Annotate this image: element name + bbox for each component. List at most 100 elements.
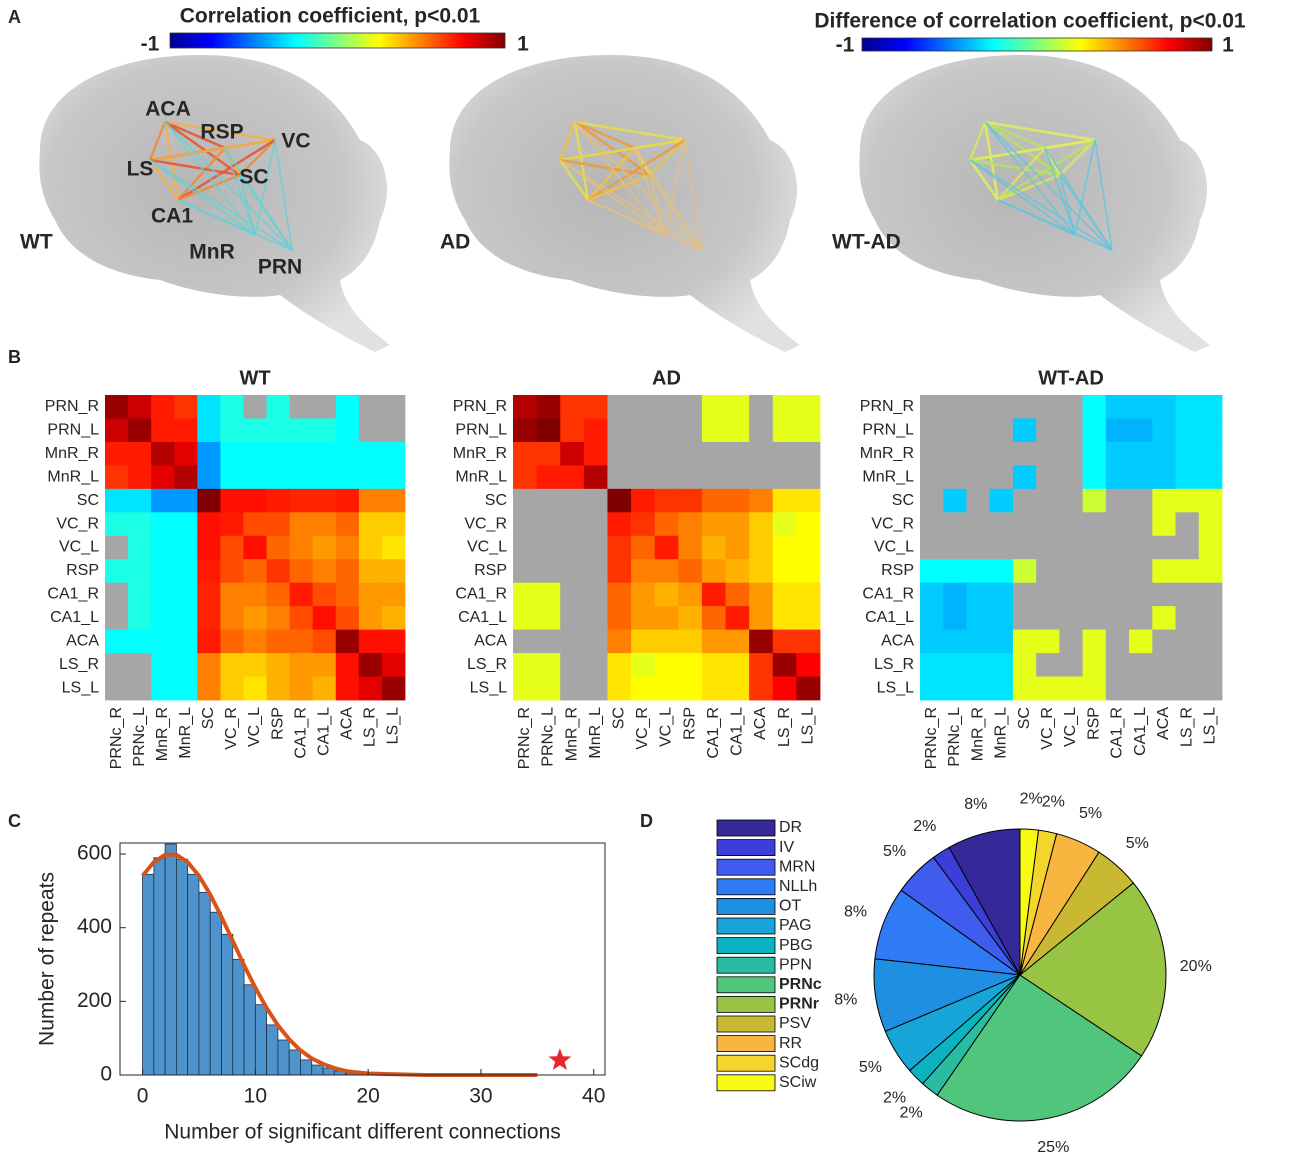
heatmap-cell [243, 488, 267, 513]
nan-cell [1198, 606, 1223, 631]
x-tick-label: MnR_L [587, 707, 604, 759]
heatmap-cell [607, 629, 632, 654]
heatmap-cell [536, 606, 561, 631]
network-edge [164, 120, 226, 150]
y-tick-label: VC_L [467, 539, 507, 556]
heatmap-cell [312, 418, 337, 443]
network-edge [559, 138, 686, 162]
network-edge [574, 120, 651, 177]
nan-cell [583, 629, 608, 654]
heatmap-cell [701, 629, 726, 654]
x-tick-label: LS_R [1178, 707, 1195, 747]
heatmap-cell [796, 488, 821, 513]
heatmap-cell [749, 488, 774, 513]
nan-cell [1152, 676, 1176, 701]
nan-cell [243, 395, 267, 419]
y-tick-label: SC [485, 492, 507, 509]
heatmap-cell [966, 606, 991, 631]
heatmap-cell [197, 418, 221, 443]
network-edge [983, 121, 1000, 201]
nan-cell [1012, 535, 1037, 560]
network-edge [573, 121, 590, 201]
heatmap-cell [289, 559, 314, 584]
heatmap-cell [220, 582, 244, 607]
heatmap-cell [772, 395, 797, 419]
heatmap-cell [513, 676, 538, 701]
heatmap-cell [174, 653, 198, 677]
nan-cell [583, 512, 608, 537]
network-edge [587, 173, 651, 202]
x-axis-label: Number of significant different connecti… [164, 1121, 561, 1144]
heatmap-cell [335, 488, 360, 513]
nan-cell [560, 606, 585, 631]
heatmap-cell [1175, 418, 1200, 443]
heatmap-cell [266, 629, 291, 654]
heatmap-cell [289, 465, 314, 490]
heatmap-cell [174, 441, 198, 466]
heatmap-cell [772, 676, 797, 701]
network-edge [149, 159, 256, 236]
legend-swatch [716, 1015, 776, 1033]
heatmap-cell [197, 441, 221, 466]
x-tick-label: VC_R [223, 707, 240, 750]
heatmap-cell [583, 395, 608, 419]
y-tick-label: MnR_R [453, 445, 507, 462]
heatmap-cell [174, 582, 198, 607]
heatmap-cell [312, 582, 337, 607]
legend-swatch [716, 839, 776, 856]
x-tick-label: CA1_L [315, 707, 332, 756]
heatmap-cell [381, 629, 406, 654]
heatmap-cell [1129, 465, 1153, 490]
heatmap-cell [289, 653, 314, 677]
nan-cell [1012, 488, 1037, 513]
heatmap-cell [312, 653, 337, 677]
heatmap-cell [772, 512, 797, 537]
nan-cell [1175, 653, 1200, 677]
nan-cell [105, 535, 129, 560]
legend-swatch [716, 937, 776, 954]
nan-cell [701, 441, 726, 466]
y-tick-label: PRN_L [455, 421, 507, 438]
nan-cell [1036, 465, 1060, 490]
heatmap-cell [772, 582, 797, 607]
nan-cell [725, 441, 750, 466]
heatmap-cell [989, 629, 1014, 654]
nan-cell [1198, 629, 1223, 654]
x-tick-label: MnR_L [993, 707, 1010, 759]
pie-label: 2% [883, 1090, 906, 1107]
heatmap-cell [243, 606, 267, 631]
network-edge [968, 121, 987, 161]
heatmap-cell [105, 465, 129, 490]
nan-cell [1105, 512, 1130, 537]
network-edge [274, 139, 293, 251]
network-edge [224, 147, 256, 236]
heatmap-cell [151, 582, 175, 607]
nan-cell [583, 559, 608, 584]
heatmap-cell [289, 582, 314, 607]
heatmap-cell [772, 606, 797, 631]
heatmap-cell [701, 418, 726, 443]
nan-cell [772, 441, 797, 466]
nan-cell [513, 488, 538, 513]
y-tick-label: MnR_R [45, 445, 99, 462]
y-tick-label: LS_L [62, 679, 99, 696]
heatmap-cell [1012, 559, 1037, 584]
y-axis-label: Number of repeats [36, 872, 59, 1046]
histogram-bar [277, 1039, 290, 1076]
heatmap-cell [796, 606, 821, 631]
pie-label: 8% [964, 796, 987, 813]
heatmap-cell [289, 535, 314, 560]
heatmap-cell [358, 441, 383, 466]
nan-cell [1036, 653, 1060, 677]
heatmap-cell [174, 488, 198, 513]
network-edge [164, 120, 276, 142]
y-tick-label: VC_R [464, 515, 507, 532]
nan-cell [583, 676, 608, 701]
heatmap-cell [312, 606, 337, 631]
heatmap-cell [289, 606, 314, 631]
network-edge [969, 138, 1096, 162]
heatmap-cell [725, 606, 750, 631]
colorbar-tick-label: 1 [1222, 34, 1234, 57]
heatmap-cell [966, 676, 991, 701]
y-tick-label: CA1_L [458, 609, 507, 626]
